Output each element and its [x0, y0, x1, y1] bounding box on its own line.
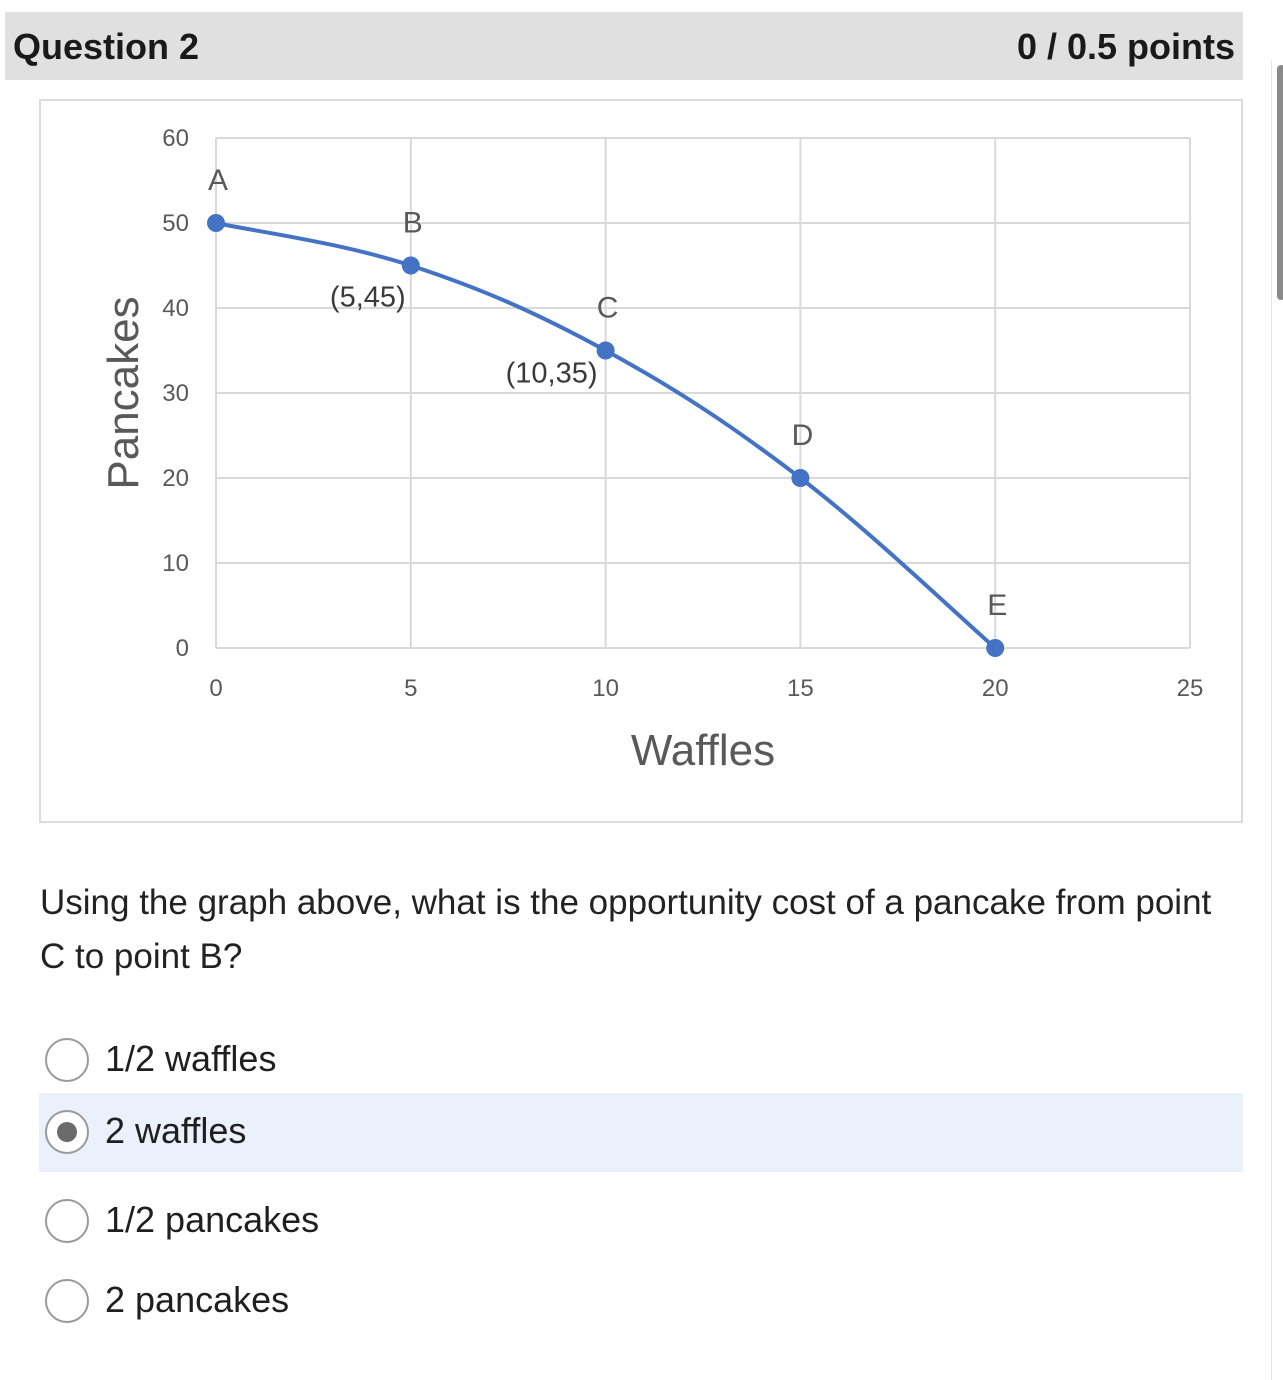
x-tick-label: 20	[982, 675, 1009, 702]
point-label: D	[792, 419, 814, 452]
x-tick-label: 5	[404, 675, 417, 702]
x-axis-title: Waffles	[631, 726, 775, 775]
option-label: 2 waffles	[105, 1110, 247, 1151]
point-label: B	[403, 207, 423, 240]
ppf-chart: 0 10 20 30 40 50 60 0 5 10 15 20 25 Waffles Pancakes A B…	[39, 99, 1243, 823]
scrollbar-thumb[interactable]	[1277, 65, 1283, 300]
data-point	[207, 214, 225, 232]
radio-button[interactable]	[45, 1279, 89, 1323]
question-header: Question 2 0 / 0.5 points	[5, 12, 1243, 80]
point-label: A	[208, 164, 228, 197]
y-tick-label: 10	[162, 550, 189, 577]
scroll-track	[1271, 60, 1272, 1380]
y-tick-label: 30	[162, 380, 189, 407]
data-point	[791, 469, 810, 487]
y-tick-label: 40	[162, 295, 189, 322]
y-tick-label: 20	[162, 465, 189, 492]
x-tick-label: 10	[592, 675, 619, 702]
option-label: 2 pancakes	[105, 1279, 290, 1320]
y-axis-title: Pancakes	[99, 296, 148, 489]
radio-dot	[57, 1122, 77, 1142]
radio-button[interactable]	[45, 1038, 89, 1082]
point-label: E	[987, 589, 1007, 622]
data-point	[401, 256, 420, 275]
option-two-waffles[interactable]: 2 waffles	[39, 1093, 1243, 1172]
point-label: C	[597, 292, 619, 325]
x-tick-label: 15	[787, 675, 814, 702]
radio-button[interactable]	[45, 1199, 89, 1243]
question-prompt: Using the graph above, what is the oppor…	[40, 883, 1212, 976]
chart-svg: 0 10 20 30 40 50 60 0 5 10 15 20 25 Waffles Pancakes A B…	[99, 125, 1204, 775]
annotation-label: (5,45)	[330, 282, 406, 314]
y-tick-label: 0	[176, 635, 189, 662]
x-tick-label: 25	[1177, 675, 1204, 702]
option-half-pancakes[interactable]: 1/2 pancakes	[39, 1182, 1243, 1261]
data-point	[986, 639, 1005, 657]
radio-button-selected[interactable]	[45, 1110, 89, 1154]
data-point	[596, 341, 615, 360]
x-tick-label: 0	[209, 675, 222, 702]
y-tick-label: 60	[162, 125, 189, 152]
option-label: 1/2 waffles	[105, 1038, 277, 1079]
question-title: Question 2	[13, 26, 200, 67]
option-half-waffles[interactable]: 1/2 waffles	[39, 1021, 1243, 1100]
y-tick-label: 50	[162, 210, 189, 237]
option-label: 1/2 pancakes	[105, 1199, 320, 1240]
option-two-pancakes[interactable]: 2 pancakes	[39, 1262, 1243, 1341]
question-points: 0 / 0.5 points	[1016, 26, 1235, 67]
annotation-label: (10,35)	[506, 358, 598, 390]
